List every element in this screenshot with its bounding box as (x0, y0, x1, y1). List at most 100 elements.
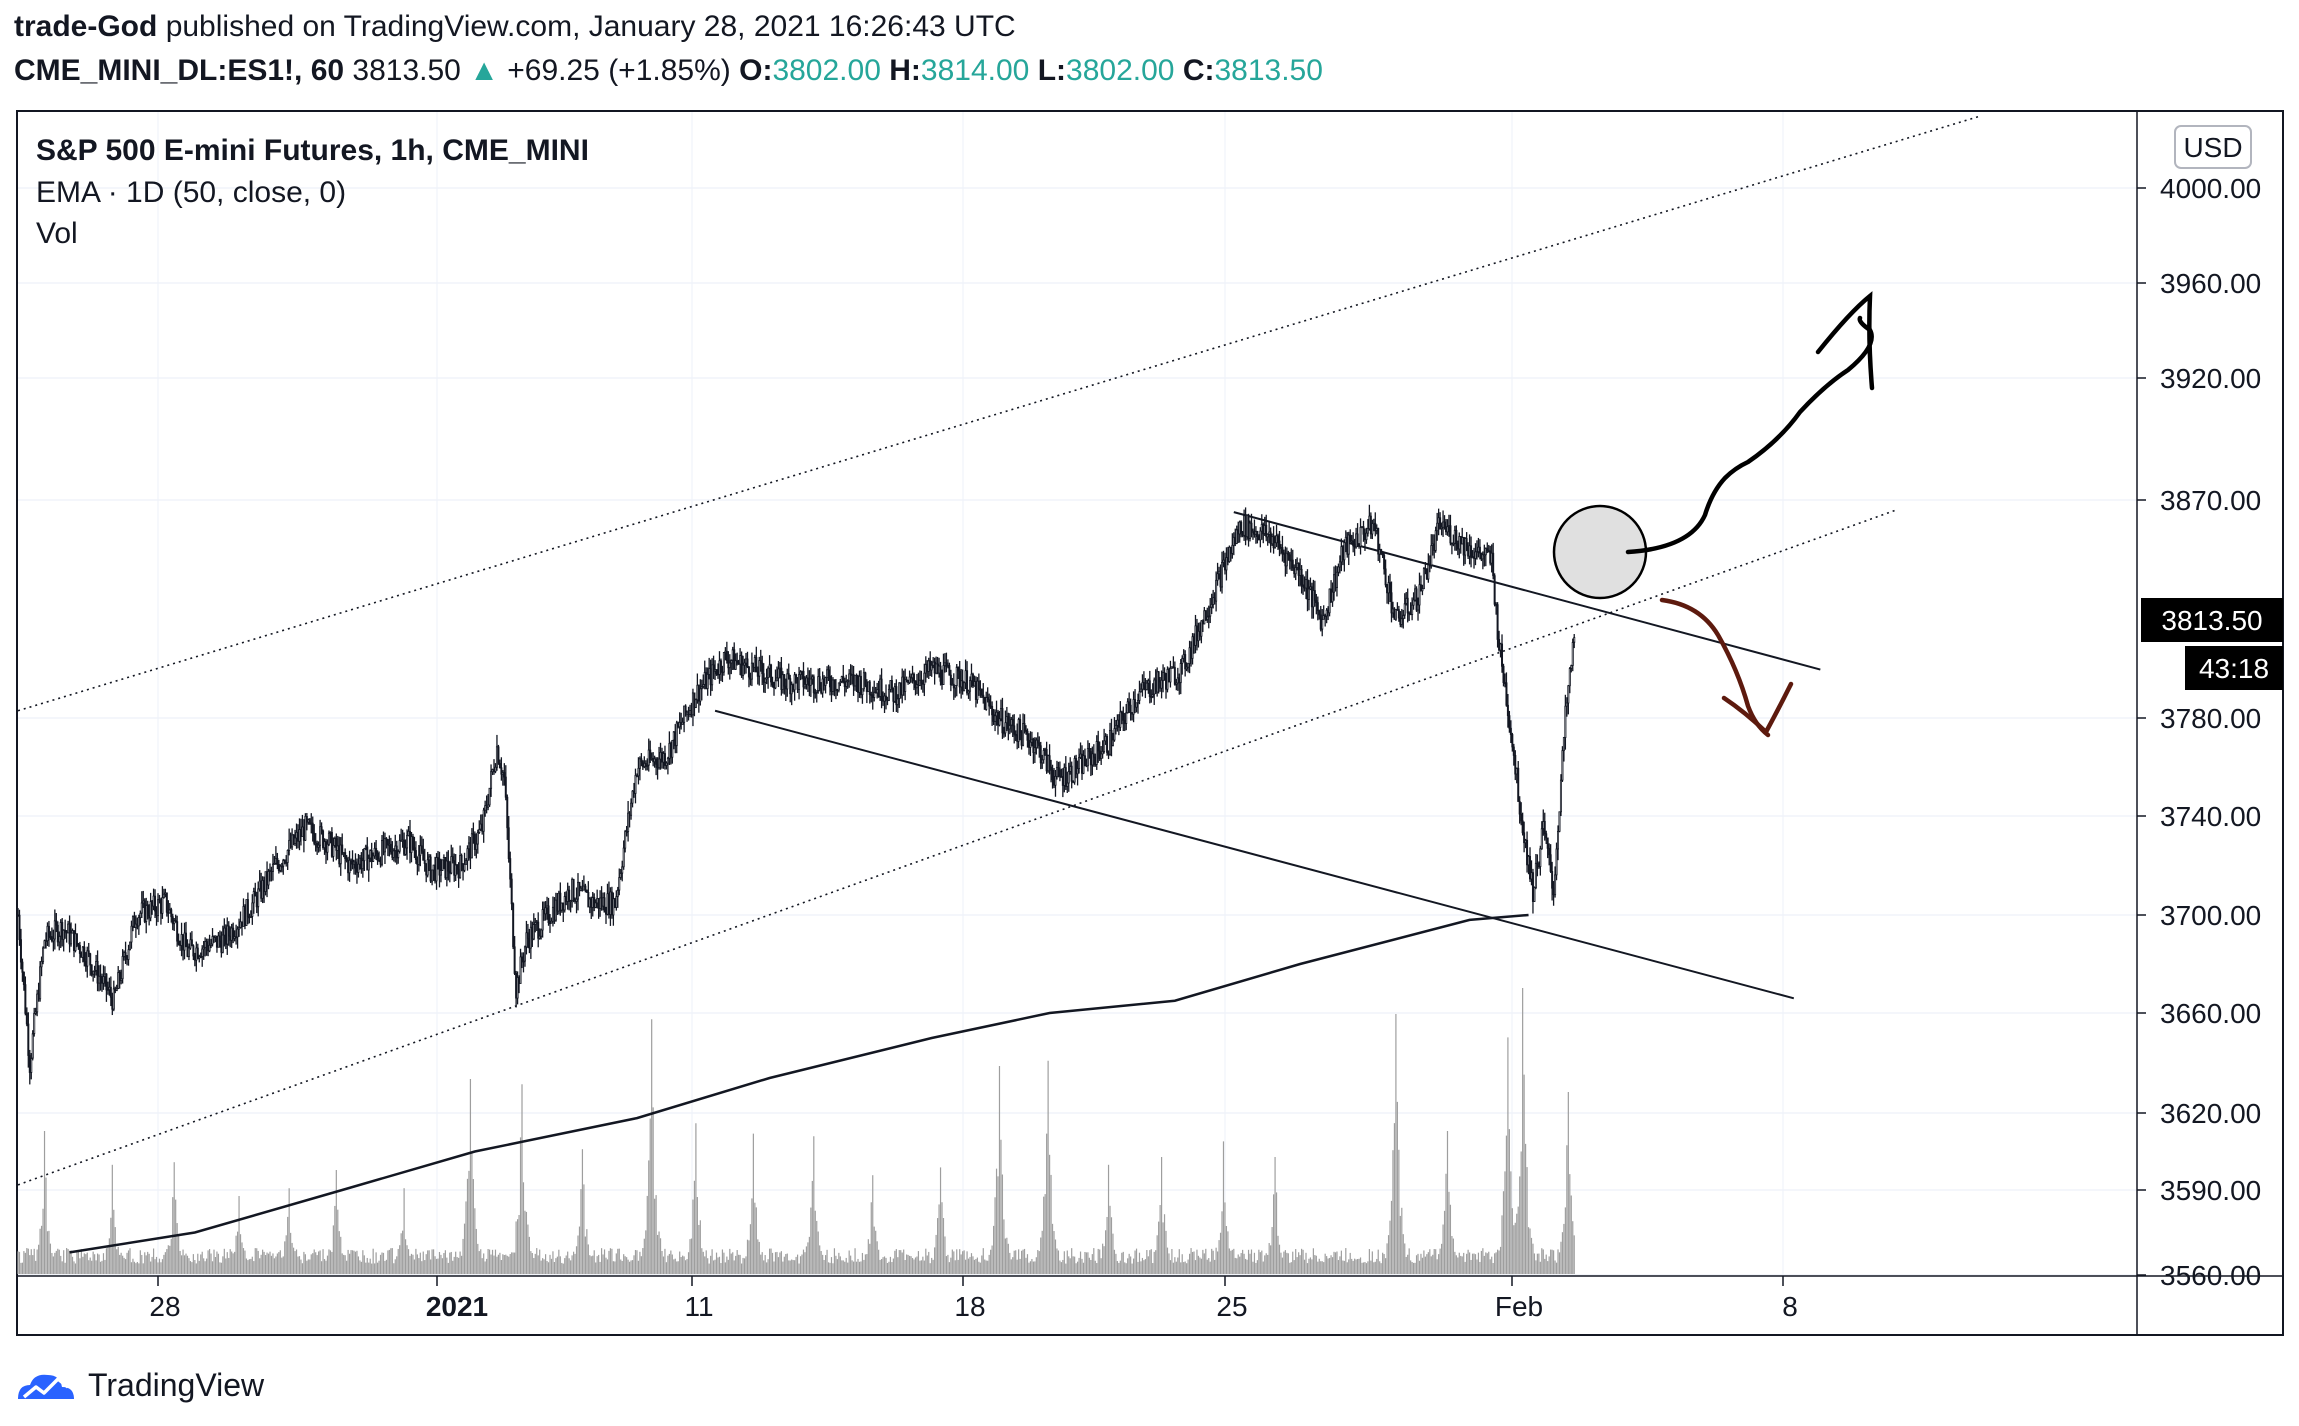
candle-body (40, 961, 43, 968)
candle-body (585, 889, 588, 893)
candle-body (1051, 769, 1054, 781)
candle-body (700, 686, 703, 690)
currency-button[interactable] (2174, 125, 2252, 169)
candle-body (625, 831, 628, 833)
candle-body (562, 902, 565, 911)
candle-body (120, 978, 123, 982)
candle-body (681, 721, 684, 725)
candle-body (136, 923, 139, 927)
candle-body (1442, 521, 1445, 528)
candle-body (569, 900, 572, 902)
trendline[interactable] (714, 709, 1795, 1000)
candle-body (904, 679, 907, 692)
candle-body (439, 870, 442, 876)
candle-body (988, 699, 991, 707)
candle-body (712, 664, 715, 672)
candle-body (1066, 782, 1069, 787)
candle-body (1263, 524, 1266, 535)
candle-body (1234, 536, 1237, 544)
candle-body (473, 834, 476, 850)
candle-body (227, 925, 230, 937)
candle-body (880, 678, 883, 701)
candle-body (833, 679, 836, 692)
candle-body (887, 688, 890, 701)
candle-body (1480, 552, 1483, 560)
candle-body (597, 898, 600, 909)
candle-body (857, 680, 860, 693)
tradingview-brand[interactable]: TradingView (14, 1360, 264, 1410)
channel-line[interactable] (17, 508, 1898, 1186)
candle-body (441, 859, 444, 871)
candle-body (652, 758, 655, 763)
candle-body (954, 685, 957, 689)
candle-body (92, 970, 95, 975)
candle-body (1134, 699, 1137, 708)
candle-body (353, 861, 356, 865)
candle-body (1562, 737, 1565, 752)
candle-body (761, 662, 764, 675)
price-axis[interactable]: 4000.00 3960.00 3920.00 3870.00 3780.00 3740.… (2137, 173, 2261, 1291)
candle-body (938, 665, 941, 674)
candle-body (1309, 586, 1312, 590)
candle-body (1334, 574, 1337, 588)
candle-body (509, 858, 512, 880)
candle-body (768, 664, 771, 669)
candle-body (674, 731, 677, 747)
candle-body (507, 827, 510, 859)
price-tick-label: 3560.00 (2160, 1260, 2261, 1291)
candle-body (1137, 700, 1140, 704)
candle-body (1228, 546, 1231, 562)
candle-body (385, 838, 388, 841)
candle-body (1319, 614, 1322, 630)
candle-body (1366, 528, 1369, 534)
candle-body (319, 826, 322, 846)
candle-body (528, 937, 531, 949)
candle-body (795, 674, 798, 679)
candle-body (77, 943, 80, 946)
candle-body (920, 679, 923, 684)
candle-body (1447, 525, 1450, 528)
ema-line[interactable] (69, 913, 1529, 1254)
candle-body (1361, 526, 1364, 529)
candle-body (123, 952, 126, 957)
candle-body (1103, 740, 1106, 752)
candle-body (817, 676, 820, 692)
candle-body (634, 775, 637, 794)
candle-body (644, 762, 647, 767)
candle-body (354, 861, 357, 869)
candle-body (892, 687, 895, 702)
candle-body (1335, 571, 1338, 588)
candle-body (1151, 693, 1154, 697)
candle-body (366, 846, 369, 871)
candle-body (1362, 526, 1365, 535)
candle-body (1231, 544, 1234, 554)
candle-body (949, 674, 952, 686)
candle-body (955, 666, 958, 686)
candle-body (854, 674, 857, 687)
candle-body (1403, 603, 1406, 616)
candle-body (80, 953, 83, 958)
candle-body (341, 844, 344, 854)
volume-indicator-label[interactable]: Vol (36, 217, 78, 250)
candle-body (1402, 614, 1405, 620)
candle-body (1464, 538, 1467, 556)
candle-body (1558, 811, 1561, 832)
candle-body (697, 684, 700, 702)
candle-body (1436, 522, 1439, 532)
candle-body (198, 956, 201, 959)
candle-body (1182, 654, 1185, 659)
candle-body (490, 771, 493, 789)
candle-body (18, 914, 21, 941)
candle-body (532, 924, 535, 940)
ema-indicator-label[interactable]: EMA · 1D (50, close, 0) (36, 176, 347, 209)
candle-body (985, 697, 988, 710)
candle-body (1038, 742, 1041, 747)
candle-body (381, 840, 384, 865)
author-name[interactable]: trade-God (14, 10, 158, 43)
candle-body (609, 891, 612, 915)
time-axis[interactable]: 28 2021 11 18 25 Feb 8 (149, 1276, 1798, 1322)
candle-body (1089, 751, 1092, 766)
candle-body (1163, 672, 1166, 680)
trendline[interactable] (1233, 511, 1821, 671)
